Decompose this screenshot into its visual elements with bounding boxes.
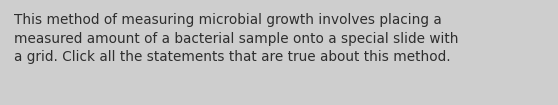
Text: This method of measuring microbial growth involves placing a
measured amount of : This method of measuring microbial growt… bbox=[14, 13, 459, 64]
